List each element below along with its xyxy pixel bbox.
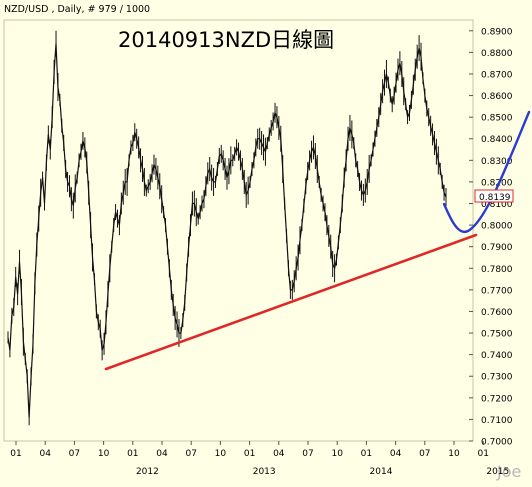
y-tick-label: 0.8900 (481, 27, 513, 37)
last-price-value: 0.8139 (479, 193, 511, 203)
y-tick-label: 0.7400 (481, 351, 513, 361)
x-tick-label: 01 (10, 449, 21, 459)
x-tick-label: 10 (215, 449, 227, 459)
x-tick-label: 07 (419, 449, 430, 459)
y-tick-label: 0.8000 (481, 222, 513, 232)
x-tick-label: 10 (331, 449, 343, 459)
y-tick-label: 0.8600 (481, 92, 513, 102)
x-tick-label: 04 (390, 449, 402, 459)
x-tick-label: 07 (69, 449, 80, 459)
y-tick-label: 0.8100 (481, 200, 513, 210)
y-tick-label: 0.7600 (481, 308, 513, 318)
grid (15, 30, 484, 445)
x-tick-label: 10 (448, 449, 460, 459)
chart-header: NZD/USD , Daily, # 979 / 1000 (4, 4, 150, 15)
y-tick-label: 0.7500 (481, 330, 513, 340)
x-year-label: 2013 (253, 467, 276, 477)
x-year-label: 2014 (370, 467, 393, 477)
last-price-label: 0.8139 (474, 189, 514, 203)
chart-title: 20140913NZD日線圖 (118, 28, 334, 52)
x-tick-label: 01 (361, 449, 372, 459)
support-trendline (104, 233, 478, 371)
x-tick-label: 01 (244, 449, 255, 459)
x-tick-label: 10 (98, 449, 110, 459)
y-tick-label: 0.7700 (481, 286, 513, 296)
y-tick-label: 0.8300 (481, 157, 513, 167)
x-tick-label: 01 (477, 449, 488, 459)
y-tick-label: 0.8700 (481, 70, 513, 80)
x-year-label: 2015 (486, 467, 509, 477)
x-tick-label: 04 (39, 449, 51, 459)
y-tick-label: 0.8200 (481, 178, 513, 188)
annotations (104, 110, 531, 371)
watermark: Joe (496, 462, 521, 481)
x-tick-label: 04 (156, 449, 168, 459)
y-tick-label: 0.7800 (481, 265, 513, 275)
projection-curve (442, 110, 531, 234)
y-tick-label: 0.7000 (481, 438, 513, 448)
x-tick-label: 04 (273, 449, 285, 459)
y-tick-label: 0.7300 (481, 373, 513, 383)
axes: 0.8900 0.8800 0.8700 0.8600 0.8500 0.8400 0.83… (10, 27, 512, 477)
y-tick-label: 0.7100 (481, 416, 513, 426)
x-year-label: 2012 (136, 467, 159, 477)
y-tick-label: 0.8500 (481, 114, 513, 124)
x-tick-label: 07 (185, 449, 196, 459)
price-line (7, 43, 447, 418)
price-series (7, 30, 447, 426)
x-tick-label: 07 (302, 449, 313, 459)
y-tick-label: 0.8400 (481, 135, 513, 145)
y-tick-label: 0.7900 (481, 243, 513, 253)
x-tick-label: 01 (127, 449, 138, 459)
y-tick-label: 0.7200 (481, 394, 513, 404)
y-tick-label: 0.8800 (481, 49, 513, 59)
